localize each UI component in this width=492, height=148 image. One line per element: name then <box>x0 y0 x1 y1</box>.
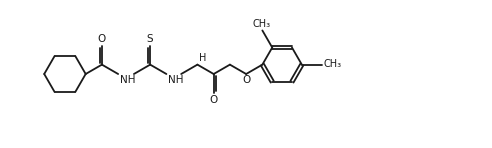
Text: CH₃: CH₃ <box>252 19 271 29</box>
Text: NH: NH <box>168 75 184 86</box>
Text: CH₃: CH₃ <box>323 59 341 69</box>
Text: O: O <box>98 34 106 44</box>
Text: O: O <box>210 95 218 105</box>
Text: O: O <box>242 75 250 85</box>
Text: S: S <box>147 34 154 44</box>
Text: H: H <box>199 53 206 63</box>
Text: NH: NH <box>120 75 135 86</box>
